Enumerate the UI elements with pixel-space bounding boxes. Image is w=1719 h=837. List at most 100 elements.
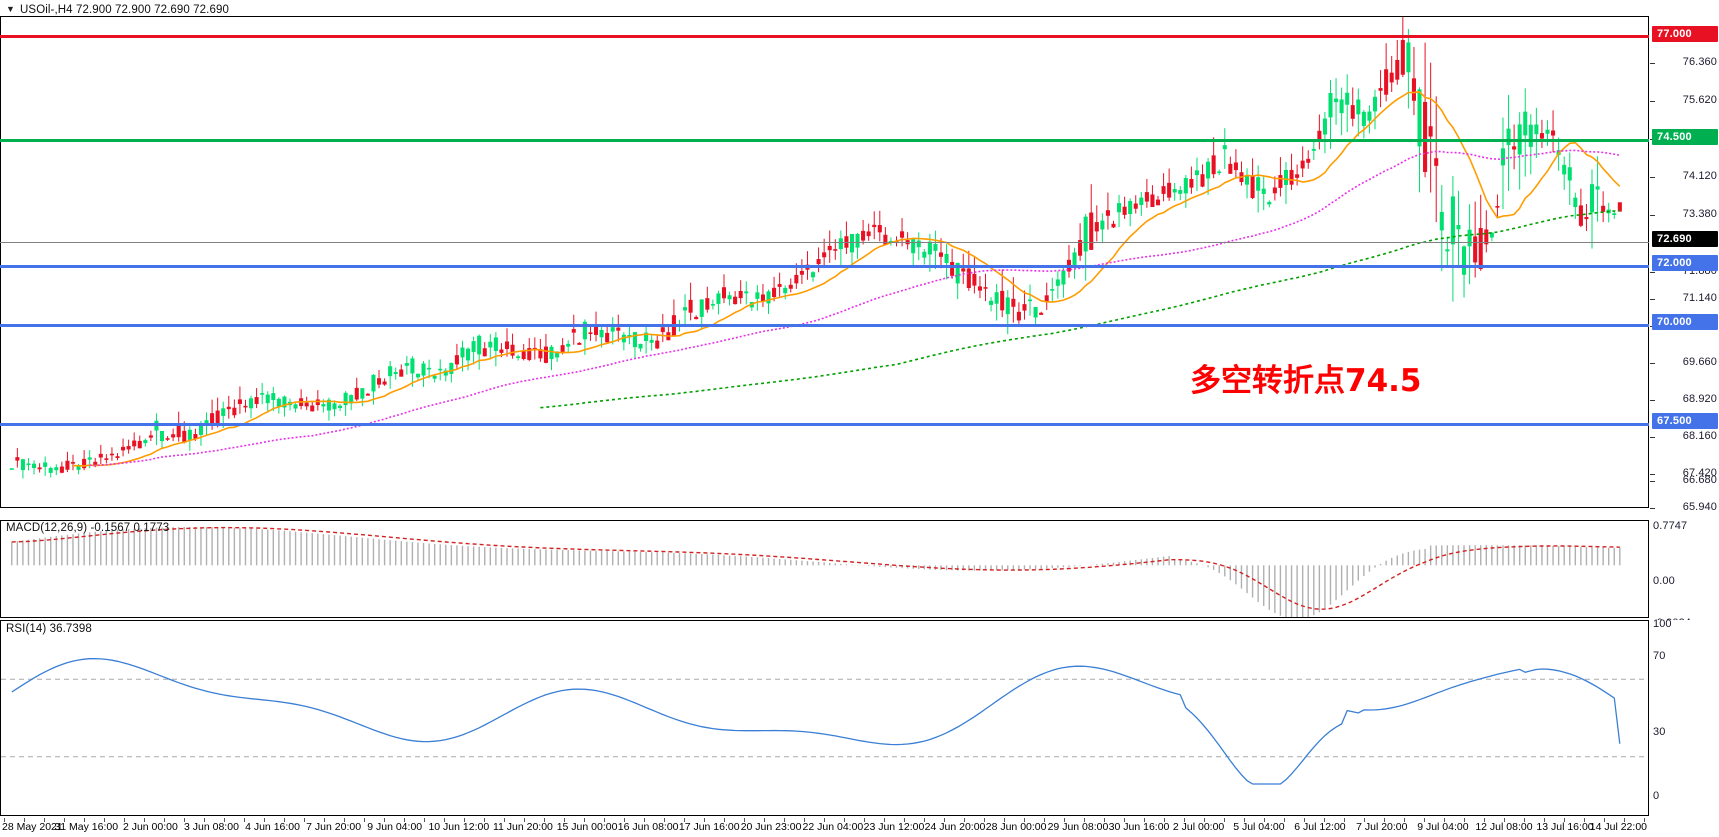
time-axis-label: 9 Jul 04:00	[1417, 821, 1469, 833]
price-badge-level-77[interactable]: 77.000	[1652, 26, 1718, 42]
time-axis-label: 2 Jul 00:00	[1172, 821, 1225, 833]
price-axis-tick	[1650, 474, 1655, 475]
level-line-resistance-74-5[interactable]	[0, 139, 1649, 142]
chart-annotation-text[interactable]: 多空转折点74.5	[1190, 363, 1422, 399]
time-axis-tick	[1204, 818, 1205, 822]
time-axis-tick	[924, 818, 925, 822]
macd-plot-canvas[interactable]	[1, 521, 1648, 617]
candle-body	[766, 291, 771, 304]
candle-body	[855, 233, 860, 248]
candle-body	[872, 224, 877, 228]
candle-body	[1217, 171, 1222, 174]
price-panel: ▼ USOil-,H4 72.900 72.900 72.690 72.690 7…	[0, 4, 1719, 513]
price-plot-canvas[interactable]	[1, 17, 1648, 507]
time-axis-tick	[1184, 818, 1185, 822]
candle-body	[1000, 290, 1005, 311]
candle-body	[1395, 59, 1400, 80]
candle-body	[1367, 111, 1372, 121]
time-axis-tick	[464, 818, 465, 822]
price-badge-level-72[interactable]: 72.000	[1652, 255, 1718, 271]
price-badge-level-74-5[interactable]: 74.500	[1652, 129, 1718, 145]
candle-body	[1400, 40, 1405, 75]
rsi-plot-canvas[interactable]	[1, 621, 1648, 815]
candle-body	[493, 337, 498, 351]
price-axis-label: 69.660	[1682, 356, 1717, 368]
rsi-line	[11, 657, 1621, 785]
candle-body	[1078, 240, 1083, 256]
time-axis[interactable]: 28 May 2021 31 May 16:00 2 Jun 00:00 3 Jun …	[0, 818, 1719, 837]
time-axis-label: 7 Jul 20:00	[1356, 821, 1408, 833]
candle-body	[488, 341, 493, 348]
candle-body	[755, 292, 760, 299]
rsi-legend: RSI(14) 36.7398	[6, 623, 92, 635]
candle-body	[649, 339, 654, 343]
level-line-resistance-77[interactable]	[0, 35, 1649, 38]
level-line-last-price-line[interactable]	[0, 242, 1649, 243]
candle-body	[9, 468, 14, 470]
candle-body	[1061, 270, 1066, 285]
candle-body	[1022, 304, 1027, 311]
time-axis-tick	[744, 818, 745, 822]
rsi-axis-label: 0	[1653, 790, 1660, 802]
price-badge-level-70[interactable]: 70.000	[1652, 314, 1718, 330]
time-axis-tick	[124, 818, 125, 822]
ma-slow	[540, 209, 1620, 409]
candle-body	[1311, 148, 1316, 151]
time-axis-label: 14 Jul 22:00	[1589, 821, 1647, 833]
time-axis-tick	[784, 818, 785, 822]
candle-body	[1144, 192, 1149, 202]
candle-body	[276, 398, 281, 407]
candle-body	[143, 440, 148, 444]
time-axis-label: 6 Jul 12:00	[1294, 821, 1346, 833]
candle-body	[599, 329, 604, 338]
candle-body	[115, 456, 120, 458]
candle-body	[477, 335, 482, 355]
candle-body	[950, 261, 955, 276]
price-badge-level-67-5[interactable]: 67.500	[1652, 413, 1718, 429]
candle-body	[1005, 297, 1010, 315]
candle-body	[827, 245, 832, 251]
candle-body	[1295, 174, 1300, 178]
time-axis-tick	[1244, 818, 1245, 822]
candle-body	[660, 327, 665, 333]
candle-body	[65, 460, 70, 470]
candle-body	[1322, 118, 1327, 135]
candle-body	[1506, 128, 1511, 145]
time-axis-tick	[644, 818, 645, 822]
candle-body	[460, 347, 465, 358]
candle-body	[32, 463, 37, 469]
candle-body	[1567, 167, 1572, 181]
rsi-plot-frame	[0, 620, 1649, 816]
time-axis-label: 22 Jun 04:00	[802, 821, 864, 833]
level-line-support-67-5[interactable]	[0, 423, 1649, 426]
level-line-support-72[interactable]	[0, 265, 1649, 268]
candle-body	[1356, 99, 1361, 115]
time-axis-tick	[224, 818, 225, 822]
price-axis-label: 68.160	[1682, 430, 1717, 442]
price-axis-tick	[1650, 63, 1655, 64]
level-line-support-70[interactable]	[0, 324, 1649, 327]
price-badge-last-price[interactable]: 72.690	[1652, 231, 1718, 247]
time-axis-tick	[384, 818, 385, 822]
time-axis-label: 4 Jun 16:00	[245, 821, 300, 833]
candle-body	[1612, 213, 1617, 215]
candle-body	[1334, 98, 1339, 103]
price-axis-tick	[1650, 508, 1655, 509]
candle-body	[1406, 42, 1411, 73]
macd-plot-frame	[0, 520, 1649, 618]
price-axis-tick	[1650, 101, 1655, 102]
time-axis-tick	[964, 818, 965, 822]
collapse-caret-icon[interactable]: ▼	[6, 4, 16, 14]
candle-body	[504, 341, 510, 350]
time-axis-label: 20 Jun 23:00	[740, 821, 802, 833]
candle-body	[1194, 170, 1199, 176]
time-axis-tick	[104, 818, 105, 822]
candle-body	[293, 404, 298, 409]
candle-body	[844, 236, 849, 248]
candle-body	[70, 462, 76, 464]
candle-body	[1094, 222, 1099, 232]
price-axis[interactable]: 76.36075.62074.88074.12073.38071.88071.1…	[1649, 16, 1719, 513]
price-axis-tick	[1650, 177, 1655, 178]
